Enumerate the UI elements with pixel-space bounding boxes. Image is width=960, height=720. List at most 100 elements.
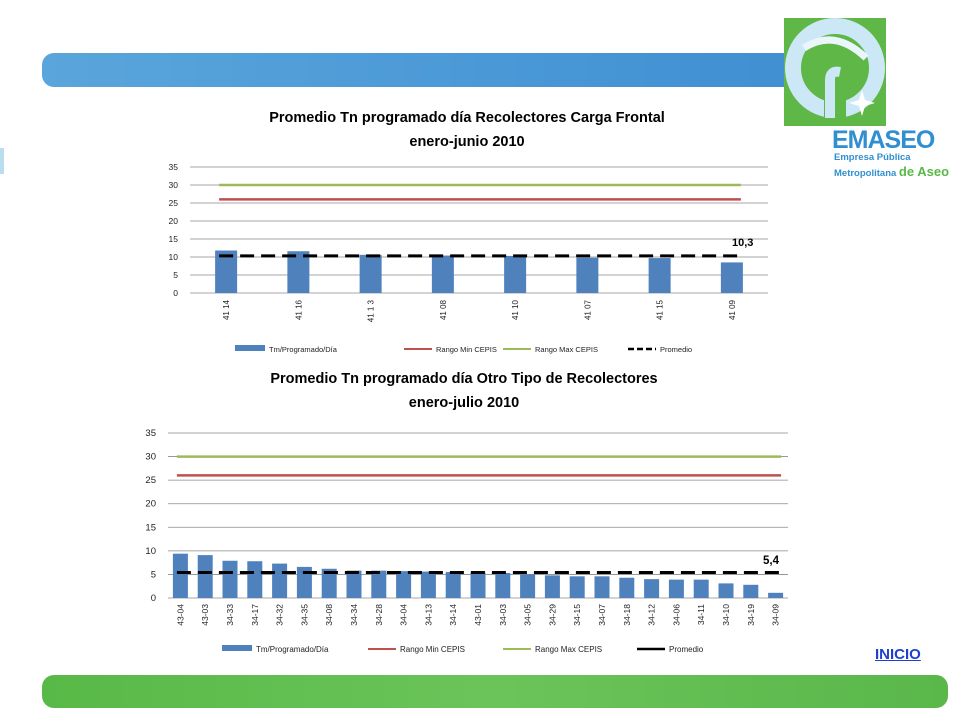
chart-2-bar	[371, 570, 387, 598]
chart-2-xtick-label: 34-29	[547, 604, 557, 626]
chart-1-xtick-label: 41 10	[511, 299, 520, 320]
chart-1-legend-avg-label: Promedio	[660, 345, 692, 354]
chart-1-title: Promedio Tn programado día Recolectores …	[269, 110, 665, 126]
chart-2-bar	[619, 577, 635, 598]
chart-2-subtitle: enero-julio 2010	[409, 395, 519, 411]
chart-1-xtick-label: 41 07	[583, 299, 592, 320]
chart-2-xtick-label: 34-34	[349, 604, 359, 626]
chart-1-bar	[431, 255, 454, 293]
chart-2-xtick-label: 34-11	[696, 604, 706, 625]
chart-2-bar	[321, 568, 337, 598]
chart-1-legend-bar-label: Tm/Programado/Día	[269, 345, 338, 354]
decorative-edge	[0, 148, 4, 174]
logo-emblem	[784, 18, 886, 126]
logo-subtitle-a: Metropolitana	[834, 168, 897, 179]
chart-1-legend-bar-swatch	[235, 345, 265, 351]
chart-2-xtick-label: 34-03	[498, 604, 508, 626]
chart-2-avg-label: 5,4	[763, 555, 780, 567]
chart-1-xtick-label: 41 09	[728, 299, 737, 320]
chart-2-xtick-label: 34-12	[647, 604, 657, 626]
chart-2-ytick-label: 10	[145, 546, 156, 557]
chart-2-bar	[346, 570, 362, 598]
chart-2-bar	[172, 553, 188, 598]
chart-1-bar	[648, 258, 671, 293]
chart-1-xtick-label: 41 08	[439, 299, 448, 320]
footer-banner	[42, 675, 948, 708]
chart-2-xtick-label: 34-07	[597, 604, 607, 626]
chart-2-xtick-label: 34-18	[622, 604, 632, 626]
chart-1-ytick-label: 10	[169, 252, 179, 262]
chart-1-ytick-label: 20	[169, 216, 179, 226]
chart-2-xtick-label: 34-10	[721, 604, 731, 626]
chart-1-legend-min-label: Rango Min CEPIS	[436, 345, 497, 354]
chart-2-bar	[569, 576, 585, 598]
chart-1-bar	[504, 255, 527, 293]
chart-2-bar	[693, 579, 709, 598]
chart-2-bar	[247, 561, 263, 598]
chart-1-bar	[287, 251, 310, 293]
chart-2-legend-min-label: Rango Min CEPIS	[400, 645, 465, 654]
chart-2-bar	[668, 579, 684, 598]
chart-1-ytick-label: 25	[169, 198, 179, 208]
chart-2-xtick-label: 34-35	[299, 604, 309, 626]
chart-2-bar	[197, 555, 213, 598]
chart-2-legend-avg-label: Promedio	[669, 645, 704, 654]
chart-1-bar	[359, 254, 382, 293]
chart-2-legend-bar-label: Tm/Programado/Día	[256, 645, 329, 654]
chart-2-xtick-label: 34-17	[250, 604, 260, 626]
chart-1-ytick-label: 30	[169, 180, 179, 190]
chart-1-bar	[576, 257, 599, 293]
chart-1-ytick-label: 35	[169, 162, 179, 172]
chart-2-xtick-label: 34-32	[275, 604, 285, 626]
chart-2-bar	[396, 571, 412, 598]
chart-2-xtick-label: 34-06	[671, 604, 681, 626]
chart-2-bar	[544, 575, 560, 598]
chart-2-bar	[644, 579, 660, 598]
chart-2-ytick-label: 15	[145, 522, 156, 533]
chart-2-xtick-label: 34-04	[399, 604, 409, 626]
chart-2-ytick-label: 35	[145, 428, 156, 439]
chart-2-xtick-label: 34-13	[423, 604, 433, 626]
chart-2-xtick-label: 34-14	[448, 604, 458, 626]
logo-subtitle-b: de Aseo	[898, 164, 950, 179]
chart-1-bar	[720, 262, 743, 293]
logo-swirl-icon	[785, 18, 885, 126]
chart-2-xtick-label: 34-15	[572, 604, 582, 626]
chart-1-ytick-label: 0	[173, 288, 178, 298]
chart-1-bar	[215, 250, 238, 293]
logo-subtitle: Empresa Pública	[834, 152, 911, 163]
chart-2-xtick-label: 34-05	[523, 604, 533, 626]
chart-1-ytick-label: 15	[169, 234, 179, 244]
chart-2-bar	[520, 574, 536, 598]
chart-2-bar	[296, 566, 312, 598]
chart-2-title: Promedio Tn programado día Otro Tipo de …	[270, 371, 657, 387]
chart-2-bar	[743, 584, 759, 598]
chart-1-xtick-label: 41 15	[656, 299, 665, 320]
chart-1-xtick-label: 41 14	[222, 299, 231, 320]
chart-1-avg-label: 10,3	[732, 237, 753, 249]
chart-2-xtick-label: 34-19	[746, 604, 756, 626]
chart-2-ytick-label: 0	[151, 593, 156, 604]
inicio-link[interactable]: INICIO	[875, 646, 921, 663]
chart-1-xtick-label: 41 1 3	[367, 299, 376, 322]
chart-2-bar	[272, 563, 288, 598]
chart-2-xtick-label: 34-28	[374, 604, 384, 626]
header-banner	[42, 53, 802, 87]
emaseo-logo: EMASEO Empresa Pública Metropolitana de …	[784, 18, 950, 179]
chart-2-bar	[495, 573, 511, 598]
chart-2-xtick-label: 43-03	[200, 604, 210, 626]
chart-2-legend-bar-swatch	[222, 645, 252, 651]
chart-2-bar	[594, 576, 610, 598]
chart-1-subtitle: enero-junio 2010	[409, 134, 524, 150]
chart-2-ytick-label: 20	[145, 499, 156, 510]
chart-1-xtick-label: 41 16	[294, 299, 303, 320]
chart-2-bar	[718, 583, 734, 598]
chart-2-bar	[420, 571, 436, 598]
chart-2-xtick-label: 34-09	[771, 604, 781, 626]
chart-2-xtick-label: 34-08	[324, 604, 334, 626]
logo-title: EMASEO	[832, 126, 935, 154]
chart-1-ytick-label: 5	[173, 270, 178, 280]
chart-2-bar	[768, 592, 784, 598]
logo-subtitle-2: Metropolitana de Aseo	[834, 164, 949, 179]
